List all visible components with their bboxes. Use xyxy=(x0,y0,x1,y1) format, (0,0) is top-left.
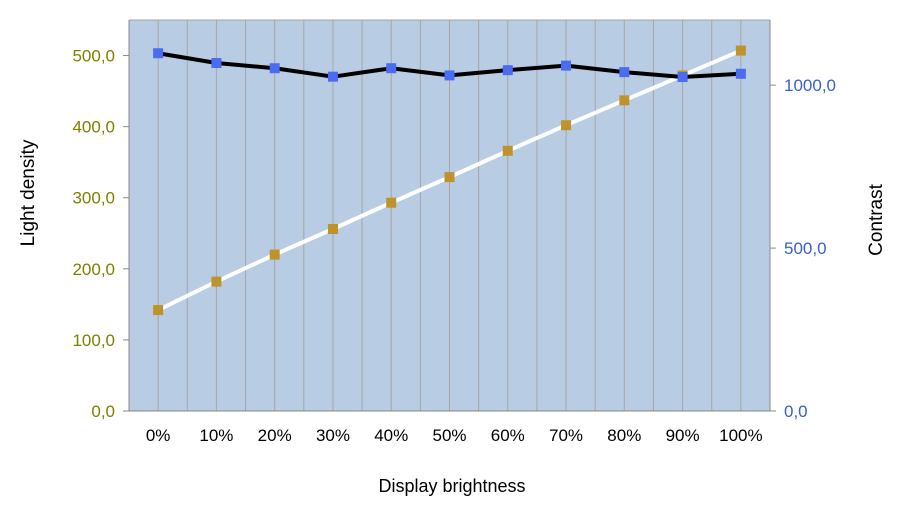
x-tick-label: 70% xyxy=(549,426,583,445)
data-point-left xyxy=(211,276,222,287)
data-point-left xyxy=(444,172,455,183)
data-point-right xyxy=(561,60,572,71)
data-point-right xyxy=(619,67,630,78)
x-tick-label: 90% xyxy=(666,426,700,445)
x-tick-label: 10% xyxy=(199,426,233,445)
x-tick-label: 30% xyxy=(316,426,350,445)
data-point-right xyxy=(153,48,164,59)
data-point-right xyxy=(444,70,455,81)
x-axis-title: Display brightness xyxy=(378,476,525,496)
x-tick-label: 100% xyxy=(719,426,762,445)
y-tick-label-right: 1000,0 xyxy=(784,76,836,95)
x-tick-label: 40% xyxy=(374,426,408,445)
data-point-left xyxy=(561,120,572,131)
data-point-right xyxy=(502,65,513,76)
x-tick-label: 20% xyxy=(258,426,292,445)
y-tick-label-left: 0,0 xyxy=(91,402,115,421)
y-axis-right-title: Contrast xyxy=(866,183,887,256)
data-point-left xyxy=(735,45,746,56)
data-point-left xyxy=(619,95,630,106)
data-point-right xyxy=(327,71,338,82)
axes xyxy=(123,20,776,412)
y-tick-label-right: 500,0 xyxy=(784,239,827,258)
x-tick-label: 50% xyxy=(432,426,466,445)
data-point-right xyxy=(677,72,688,83)
y-tick-label-left: 500,0 xyxy=(72,47,115,66)
y-tick-label-left: 100,0 xyxy=(72,331,115,350)
y-tick-label-left: 300,0 xyxy=(72,189,115,208)
x-tick-label: 80% xyxy=(607,426,641,445)
x-tick-label: 0% xyxy=(146,426,171,445)
series-layer xyxy=(153,45,746,316)
data-point-left xyxy=(269,249,280,260)
data-point-right xyxy=(386,63,397,74)
grid-lines xyxy=(128,19,771,411)
data-point-left xyxy=(502,145,513,156)
data-point-right xyxy=(211,58,222,69)
y-tick-label-left: 200,0 xyxy=(72,260,115,279)
data-point-right xyxy=(735,68,746,79)
y-tick-label-left: 400,0 xyxy=(72,118,115,137)
data-point-right xyxy=(269,63,280,74)
data-point-left xyxy=(153,305,164,316)
x-tick-label: 60% xyxy=(491,426,525,445)
data-point-left xyxy=(327,224,338,235)
data-point-left xyxy=(386,197,397,208)
tick-labels: 0,0 100,0 200,0 300,0 400,0 500,0 0,0 500,0 1000… xyxy=(72,47,836,445)
y-tick-label-right: 0,0 xyxy=(784,402,808,421)
y-axis-left-title: Light density xyxy=(18,139,39,246)
